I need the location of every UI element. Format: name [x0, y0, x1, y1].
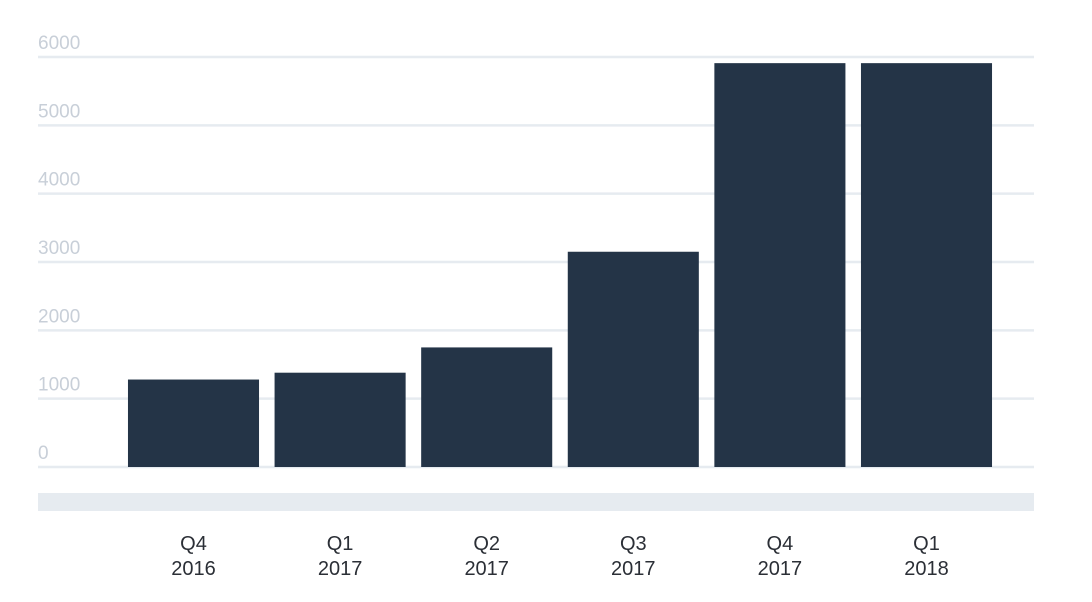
x-tick-label: Q4 2017: [757, 533, 803, 580]
bar: [274, 372, 406, 467]
y-tick-label: 4000: [38, 170, 80, 191]
x-tick-label: Q1 2018: [904, 533, 949, 580]
x-tick-label: Q2 2017: [464, 533, 509, 580]
y-tick-label: 6000: [38, 33, 80, 54]
x-tick-label: Q4 2016: [171, 533, 216, 580]
scroll-band: [38, 493, 1034, 511]
y-tick-label: 0: [38, 443, 49, 464]
y-tick-label: 5000: [38, 101, 80, 122]
y-tick-label: 1000: [38, 375, 80, 396]
bar: [860, 63, 993, 468]
y-tick-label: 3000: [38, 238, 80, 259]
bar: [127, 379, 260, 467]
x-tick-label: Q1 2017: [317, 533, 363, 580]
y-tick-label: 2000: [38, 306, 80, 327]
bar: [567, 251, 699, 467]
bar: [714, 63, 846, 468]
x-tick-label: Q3 2017: [611, 533, 656, 580]
bar: [421, 347, 553, 467]
